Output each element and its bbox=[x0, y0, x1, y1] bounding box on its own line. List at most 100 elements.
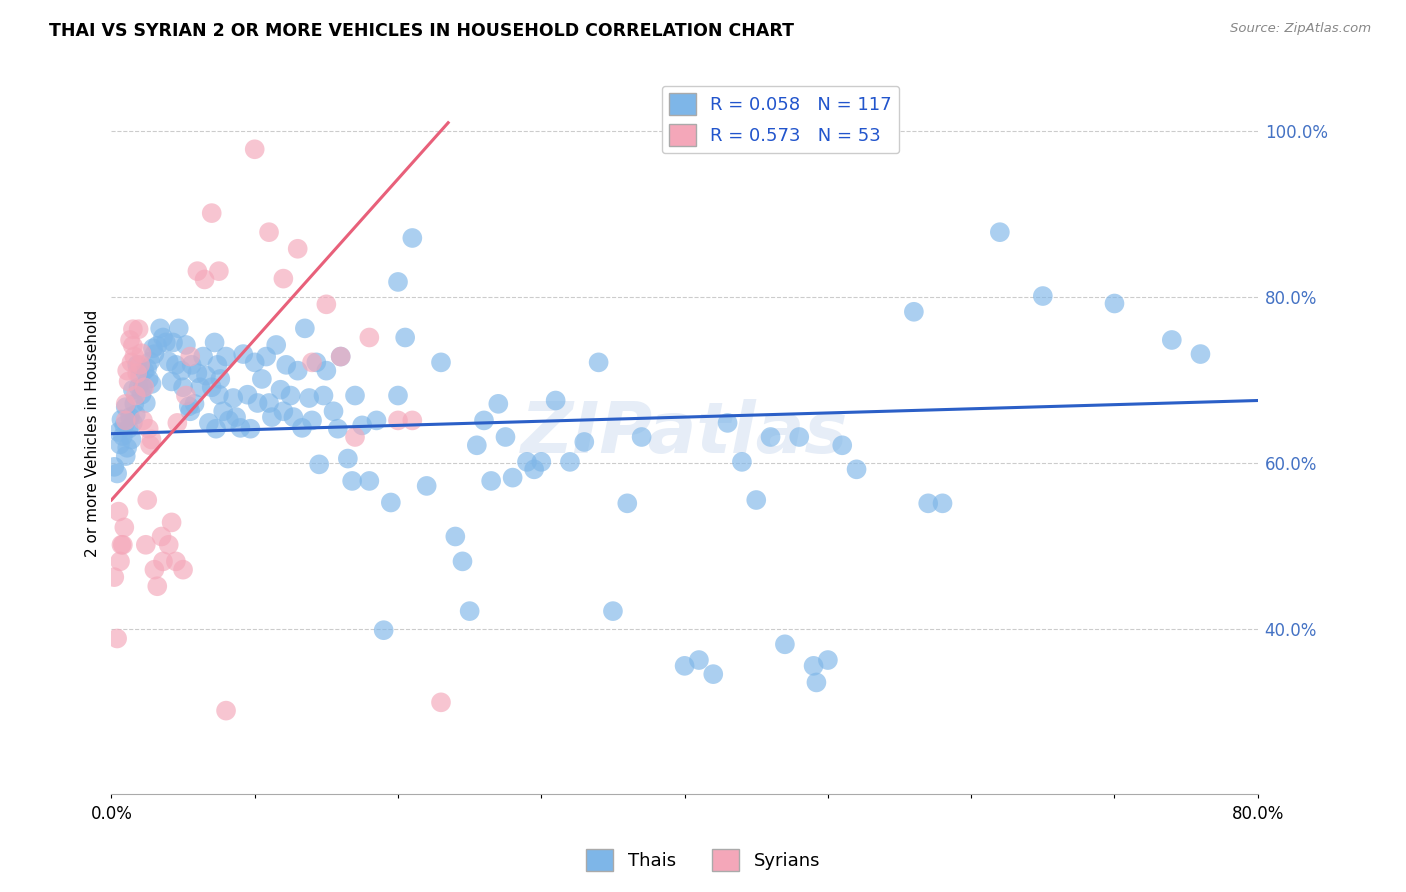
Point bbox=[152, 330, 174, 344]
Point bbox=[254, 350, 277, 364]
Point bbox=[305, 355, 328, 369]
Point bbox=[172, 563, 194, 577]
Point bbox=[142, 341, 165, 355]
Point bbox=[716, 416, 738, 430]
Point bbox=[198, 416, 221, 430]
Point bbox=[131, 346, 153, 360]
Point bbox=[108, 437, 131, 451]
Point bbox=[731, 455, 754, 469]
Point bbox=[177, 400, 200, 414]
Point bbox=[344, 388, 367, 402]
Point bbox=[118, 333, 141, 347]
Point bbox=[152, 554, 174, 568]
Point bbox=[315, 364, 337, 378]
Text: THAI VS SYRIAN 2 OR MORE VEHICLES IN HOUSEHOLD CORRELATION CHART: THAI VS SYRIAN 2 OR MORE VEHICLES IN HOU… bbox=[49, 22, 794, 40]
Point bbox=[430, 695, 453, 709]
Point bbox=[180, 358, 202, 372]
Point bbox=[287, 242, 309, 256]
Point bbox=[155, 335, 177, 350]
Point bbox=[516, 455, 538, 469]
Point bbox=[160, 375, 183, 389]
Point bbox=[326, 422, 349, 436]
Point bbox=[117, 422, 139, 436]
Text: Source: ZipAtlas.com: Source: ZipAtlas.com bbox=[1230, 22, 1371, 36]
Point bbox=[250, 372, 273, 386]
Point bbox=[114, 413, 136, 427]
Point bbox=[121, 433, 143, 447]
Point bbox=[588, 355, 610, 369]
Point bbox=[273, 271, 295, 285]
Point bbox=[630, 430, 652, 444]
Point bbox=[193, 272, 215, 286]
Point bbox=[167, 321, 190, 335]
Point bbox=[131, 387, 153, 401]
Point bbox=[115, 364, 138, 378]
Point bbox=[134, 364, 156, 378]
Point bbox=[745, 493, 768, 508]
Point bbox=[236, 387, 259, 401]
Point bbox=[209, 372, 232, 386]
Point bbox=[1189, 347, 1212, 361]
Point bbox=[124, 397, 146, 411]
Point bbox=[616, 496, 638, 510]
Point bbox=[122, 322, 145, 336]
Y-axis label: 2 or more Vehicles in Household: 2 or more Vehicles in Household bbox=[86, 310, 100, 558]
Point bbox=[458, 604, 481, 618]
Point bbox=[129, 358, 152, 372]
Point bbox=[132, 380, 155, 394]
Point bbox=[136, 493, 159, 508]
Legend: R = 0.058   N = 117, R = 0.573   N = 53: R = 0.058 N = 117, R = 0.573 N = 53 bbox=[661, 86, 898, 153]
Point bbox=[558, 455, 581, 469]
Point bbox=[294, 321, 316, 335]
Point bbox=[138, 372, 160, 386]
Point bbox=[127, 358, 149, 372]
Point bbox=[673, 658, 696, 673]
Point bbox=[105, 467, 128, 481]
Point bbox=[702, 667, 724, 681]
Point bbox=[160, 516, 183, 530]
Point bbox=[138, 422, 160, 436]
Point bbox=[803, 658, 825, 673]
Point bbox=[359, 330, 381, 344]
Point bbox=[401, 413, 423, 427]
Point bbox=[124, 350, 146, 364]
Point bbox=[134, 380, 156, 394]
Point bbox=[387, 275, 409, 289]
Point bbox=[179, 404, 201, 418]
Point bbox=[430, 355, 453, 369]
Point bbox=[759, 430, 782, 444]
Point bbox=[121, 355, 143, 369]
Point bbox=[110, 412, 132, 426]
Point bbox=[352, 418, 374, 433]
Point bbox=[201, 380, 224, 394]
Point bbox=[135, 538, 157, 552]
Point bbox=[128, 322, 150, 336]
Point bbox=[257, 396, 280, 410]
Point bbox=[301, 413, 323, 427]
Point bbox=[170, 364, 193, 378]
Point bbox=[115, 441, 138, 455]
Point bbox=[183, 397, 205, 411]
Point bbox=[1104, 296, 1126, 310]
Point bbox=[225, 410, 247, 425]
Point bbox=[157, 538, 180, 552]
Point bbox=[1160, 333, 1182, 347]
Point bbox=[103, 459, 125, 474]
Point bbox=[444, 529, 467, 543]
Point bbox=[215, 704, 238, 718]
Point bbox=[291, 421, 314, 435]
Point bbox=[205, 422, 228, 436]
Point bbox=[188, 380, 211, 394]
Point bbox=[472, 413, 495, 427]
Point bbox=[380, 495, 402, 509]
Point bbox=[988, 225, 1011, 239]
Point bbox=[340, 474, 363, 488]
Point bbox=[149, 321, 172, 335]
Point bbox=[122, 416, 145, 430]
Point bbox=[146, 339, 169, 353]
Point bbox=[917, 496, 939, 510]
Point bbox=[136, 361, 159, 376]
Point bbox=[387, 388, 409, 402]
Point bbox=[127, 366, 149, 380]
Point bbox=[107, 505, 129, 519]
